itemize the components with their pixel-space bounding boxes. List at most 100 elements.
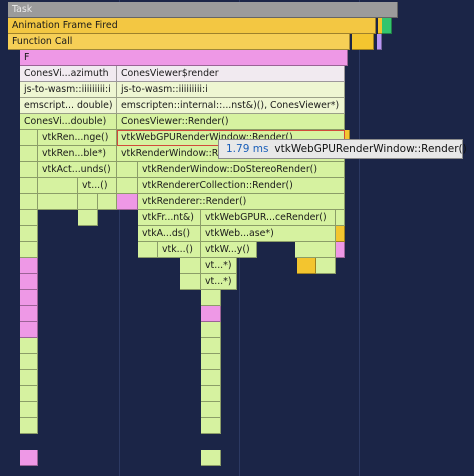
small-frame[interactable] bbox=[377, 34, 382, 50]
frame-label: vtkW...y() bbox=[205, 244, 250, 255]
small-frame[interactable] bbox=[20, 258, 38, 274]
vtkrenderer-table-frame[interactable]: vtkRen...ble*) bbox=[38, 146, 117, 162]
small-frame[interactable] bbox=[20, 386, 38, 402]
frame-label: vt...*) bbox=[205, 260, 232, 271]
vtkactor-bounds-frame[interactable]: vtkA...ds() bbox=[138, 226, 201, 242]
small-frame[interactable] bbox=[117, 178, 138, 194]
small-frame[interactable] bbox=[297, 258, 316, 274]
function-call-frame[interactable]: Function Call bbox=[8, 34, 350, 50]
frame-label: vtkRenderer::Render() bbox=[142, 196, 247, 207]
animation-frame-fired-frame[interactable]: Animation Frame Fired bbox=[8, 18, 376, 34]
small-frame[interactable] bbox=[20, 450, 38, 466]
emscripten-frame[interactable]: emscript... double) bbox=[20, 98, 117, 114]
vtkrenderercollection-render-frame[interactable]: vtkRendererCollection::Render() bbox=[138, 178, 345, 194]
frame-label: vtkRen...ble*) bbox=[42, 148, 107, 159]
grid-line bbox=[359, 0, 360, 476]
task-frame[interactable]: Task bbox=[8, 2, 398, 18]
small-frame[interactable] bbox=[201, 354, 221, 370]
small-frame[interactable] bbox=[201, 450, 221, 466]
small-frame[interactable] bbox=[20, 146, 38, 162]
small-frame[interactable] bbox=[201, 402, 221, 418]
vt-frame[interactable]: vt...() bbox=[78, 178, 117, 194]
small-frame[interactable] bbox=[20, 402, 38, 418]
conesviewer-double-frame[interactable]: ConesVi...double) bbox=[20, 114, 117, 130]
frame-label: vtk...() bbox=[162, 244, 193, 255]
js-to-wasm-frame[interactable]: js-to-wasm::iiiiiiiii:i bbox=[117, 82, 345, 98]
small-frame[interactable] bbox=[38, 178, 78, 194]
small-frame[interactable] bbox=[20, 418, 38, 434]
small-frame[interactable] bbox=[78, 210, 98, 226]
small-frame[interactable] bbox=[382, 18, 392, 34]
small-frame[interactable] bbox=[117, 162, 138, 178]
frame-label: vtkFr...nt&) bbox=[142, 212, 194, 223]
small-frame[interactable] bbox=[98, 194, 117, 210]
frame-label: ConesVi...double) bbox=[24, 116, 107, 127]
vt-frame[interactable]: vt...*) bbox=[201, 274, 237, 290]
vtkwebgpu-frame[interactable]: vtkW...y() bbox=[201, 242, 257, 258]
emscripten-invoker-frame[interactable]: emscripten::internal::...nst&)(), ConesV… bbox=[117, 98, 345, 114]
small-frame[interactable] bbox=[295, 242, 336, 258]
small-frame[interactable] bbox=[20, 338, 38, 354]
vtkactor-bounds-frame[interactable]: vtkAct...unds() bbox=[38, 162, 117, 178]
small-frame[interactable] bbox=[180, 274, 201, 290]
conesviewer-render-cpp-frame[interactable]: ConesViewer::Render() bbox=[117, 114, 345, 130]
small-frame[interactable] bbox=[38, 194, 78, 210]
f-frame[interactable]: F bbox=[20, 50, 348, 66]
vtk-frame[interactable]: vtk...() bbox=[158, 242, 201, 258]
frame-label: vtkRenderWindow::Ren...() bbox=[121, 148, 246, 159]
small-frame[interactable] bbox=[201, 418, 221, 434]
vtkrenderwindow-dostereorender-frame[interactable]: vtkRenderWindow::DoStereoRender() bbox=[138, 162, 345, 178]
frame-label: ConesViewer::Render() bbox=[121, 116, 229, 127]
small-frame[interactable] bbox=[201, 338, 221, 354]
frame-label: Function Call bbox=[12, 36, 73, 47]
small-frame[interactable] bbox=[138, 242, 158, 258]
frame-label: vtkWeb...ase*) bbox=[205, 228, 274, 239]
small-frame[interactable] bbox=[20, 354, 38, 370]
conesviewer-azimuth-frame[interactable]: ConesVi...azimuth bbox=[20, 66, 117, 82]
small-frame[interactable] bbox=[78, 194, 98, 210]
small-frame[interactable] bbox=[201, 290, 221, 306]
small-frame[interactable] bbox=[20, 194, 38, 210]
small-frame[interactable] bbox=[201, 370, 221, 386]
vtkwebgpurenderer-render-frame[interactable]: vtkWebGPUR...ceRender() bbox=[201, 210, 336, 226]
small-frame[interactable] bbox=[20, 210, 38, 226]
small-frame[interactable] bbox=[201, 306, 221, 322]
small-frame[interactable] bbox=[336, 226, 345, 242]
small-frame[interactable] bbox=[20, 242, 38, 258]
vtkrenderer-range-frame[interactable]: vtkRen...nge() bbox=[38, 130, 117, 146]
frame-label: vt...() bbox=[82, 180, 108, 191]
vtkweb-base-frame[interactable]: vtkWeb...ase*) bbox=[201, 226, 336, 242]
frame-label: Task bbox=[12, 4, 33, 15]
vt-frame[interactable]: vt...*) bbox=[201, 258, 237, 274]
small-frame[interactable] bbox=[20, 162, 38, 178]
small-frame[interactable] bbox=[117, 194, 138, 210]
small-frame[interactable] bbox=[180, 258, 201, 274]
small-frame[interactable] bbox=[20, 322, 38, 338]
small-frame[interactable] bbox=[20, 306, 38, 322]
frame-label: vtkRendererCollection::Render() bbox=[142, 180, 293, 191]
small-frame[interactable] bbox=[336, 242, 345, 258]
frame-label: ConesViewer$render bbox=[121, 68, 219, 79]
vtkrenderer-render-frame[interactable]: vtkRenderer::Render() bbox=[138, 194, 345, 210]
frame-tooltip: 1.79 ms vtkWebGPURenderWindow::Render() bbox=[218, 139, 467, 159]
js-to-wasm-frame[interactable]: js-to-wasm::iiiiiiiii:i bbox=[20, 82, 117, 98]
small-frame[interactable] bbox=[201, 386, 221, 402]
small-frame[interactable] bbox=[20, 370, 38, 386]
small-frame[interactable] bbox=[20, 290, 38, 306]
small-frame[interactable] bbox=[20, 226, 38, 242]
tooltip-function-name: vtkWebGPURenderWindow::Render() bbox=[274, 143, 467, 155]
small-frame[interactable] bbox=[20, 178, 38, 194]
vtkframe-frame[interactable]: vtkFr...nt&) bbox=[138, 210, 201, 226]
small-frame[interactable] bbox=[20, 130, 38, 146]
small-frame[interactable] bbox=[20, 274, 38, 290]
conesviewer-render-frame[interactable]: ConesViewer$render bbox=[117, 66, 345, 82]
small-frame[interactable] bbox=[352, 34, 374, 50]
small-frame[interactable] bbox=[201, 322, 221, 338]
frame-label: vt...*) bbox=[205, 276, 232, 287]
frame-label: Animation Frame Fired bbox=[12, 20, 118, 31]
small-frame[interactable] bbox=[336, 210, 345, 226]
small-frame[interactable] bbox=[316, 258, 336, 274]
tooltip-duration: 1.79 ms bbox=[226, 143, 269, 155]
frame-label: emscripten::internal::...nst&)(), ConesV… bbox=[121, 100, 340, 111]
